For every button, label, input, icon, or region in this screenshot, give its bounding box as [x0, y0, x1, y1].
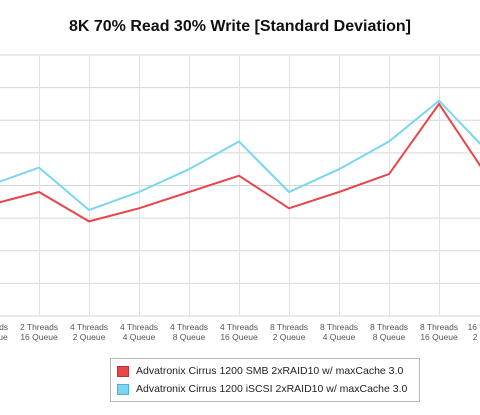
legend: Advatronix Cirrus 1200 SMB 2xRAID10 w/ m…	[110, 358, 420, 402]
x-tick-label: 4 Threads	[220, 322, 258, 332]
x-tick-label: 2 Threads	[20, 322, 58, 332]
x-tick-label: 8 Threads	[370, 322, 408, 332]
grid	[0, 54, 480, 317]
x-tick-label: 8 Threads	[320, 322, 358, 332]
x-tick-label: 16 Queue	[220, 332, 258, 342]
series-line-2	[0, 99, 480, 212]
chart-title: 8K 70% Read 30% Write [Standard Deviatio…	[68, 18, 412, 35]
series-lines	[0, 99, 480, 223]
x-tick-label: 1 Threads	[0, 322, 8, 332]
x-tick-label: 4 Threads	[70, 322, 108, 332]
x-tick-label: 8 Threads	[270, 322, 308, 332]
x-tick-label: 2 Queue	[73, 332, 106, 342]
legend-item-1: Advatronix Cirrus 1200 SMB 2xRAID10 w/ m…	[117, 362, 413, 380]
legend-item-2: Advatronix Cirrus 1200 iSCSI 2xRAID10 w/…	[117, 380, 413, 398]
legend-swatch	[117, 383, 129, 395]
x-tick-label: 4 Threads	[170, 322, 208, 332]
x-tick-label: 16 Queue	[0, 332, 8, 342]
x-tick-label: 2 Queue	[473, 332, 480, 342]
x-tick-label: 8 Queue	[173, 332, 206, 342]
x-tick-label: 4 Queue	[123, 332, 156, 342]
x-tick-label: 16 Queue	[20, 332, 58, 342]
x-tick-label: 8 Queue	[373, 332, 406, 342]
legend-swatch	[117, 365, 129, 377]
x-tick-label: 4 Threads	[120, 322, 158, 332]
x-tick-label: 2 Queue	[273, 332, 306, 342]
x-tick-label: 16 Threads	[468, 322, 480, 332]
legend-label: Advatronix Cirrus 1200 iSCSI 2xRAID10 w/…	[136, 383, 408, 395]
x-tick-label: 16 Queue	[420, 332, 458, 342]
x-tick-label: 4 Queue	[323, 332, 356, 342]
series-line-1	[0, 102, 480, 223]
legend-label: Advatronix Cirrus 1200 SMB 2xRAID10 w/ m…	[136, 365, 404, 377]
x-tick-label: 8 Threads	[420, 322, 458, 332]
